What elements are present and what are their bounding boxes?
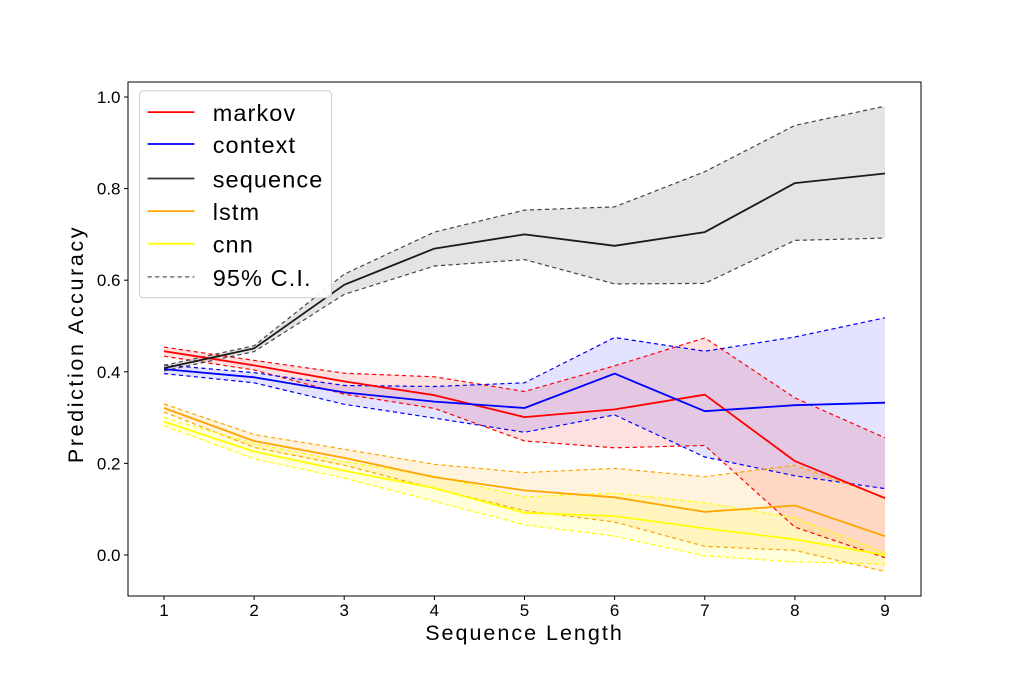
svg-text:0.4: 0.4 (97, 363, 121, 382)
svg-text:cnn: cnn (213, 232, 254, 258)
svg-text:6: 6 (610, 601, 619, 620)
svg-text:Sequence Length: Sequence Length (425, 621, 624, 645)
svg-text:95% C.I.: 95% C.I. (213, 265, 312, 291)
svg-text:8: 8 (790, 601, 799, 620)
svg-text:1: 1 (159, 601, 168, 620)
svg-text:0.0: 0.0 (97, 546, 121, 565)
svg-text:lstm: lstm (213, 199, 260, 225)
svg-text:0.8: 0.8 (97, 180, 121, 199)
svg-text:1.0: 1.0 (97, 88, 121, 107)
svg-text:9: 9 (880, 601, 889, 620)
svg-text:4: 4 (430, 601, 439, 620)
svg-text:0.2: 0.2 (97, 454, 121, 473)
svg-text:markov: markov (213, 100, 297, 126)
svg-text:7: 7 (700, 601, 709, 620)
svg-text:sequence: sequence (213, 167, 324, 193)
svg-text:5: 5 (520, 601, 529, 620)
svg-text:3: 3 (339, 601, 348, 620)
svg-text:Prediction Accuracy: Prediction Accuracy (64, 225, 88, 463)
svg-text:0.6: 0.6 (97, 271, 121, 290)
svg-text:2: 2 (249, 601, 258, 620)
svg-text:context: context (213, 132, 296, 158)
